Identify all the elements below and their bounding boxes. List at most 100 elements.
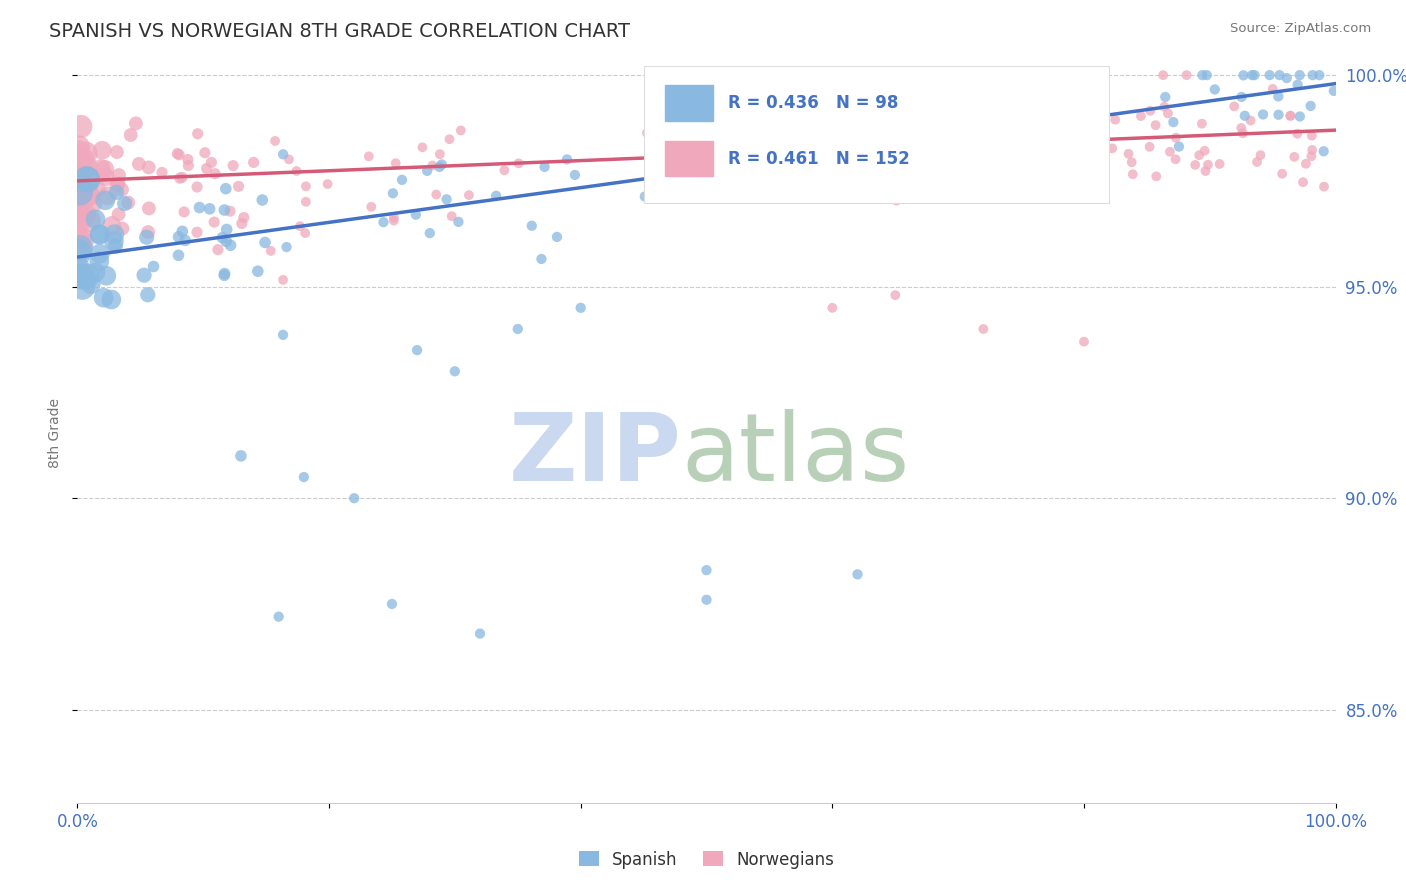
Point <box>1139 103 1161 118</box>
Point <box>111 221 134 235</box>
Point <box>267 609 290 624</box>
Point <box>138 202 160 216</box>
Point <box>1232 68 1254 82</box>
Point <box>214 202 236 217</box>
Point <box>821 301 844 315</box>
Point <box>254 235 277 250</box>
Point <box>710 139 733 153</box>
Point <box>1232 126 1254 140</box>
Point <box>167 148 190 162</box>
Point <box>69 186 91 200</box>
Point <box>295 194 318 209</box>
Point <box>436 192 458 206</box>
Point <box>166 146 188 161</box>
Point <box>198 202 221 216</box>
Point <box>1159 145 1181 159</box>
Point <box>70 235 93 250</box>
Point <box>1279 109 1302 123</box>
Point <box>988 101 1011 115</box>
Point <box>1104 112 1126 127</box>
Point <box>357 149 380 163</box>
Point <box>564 168 586 182</box>
Point <box>1118 146 1140 161</box>
Point <box>1243 68 1265 82</box>
Point <box>384 156 406 170</box>
Point <box>103 227 125 241</box>
Point <box>1168 139 1191 153</box>
Point <box>569 301 592 315</box>
Point <box>494 163 516 178</box>
Point <box>444 364 467 378</box>
Point <box>1144 118 1167 132</box>
Point <box>76 172 98 186</box>
Point <box>114 196 136 211</box>
Point <box>177 153 200 167</box>
Point <box>696 563 718 577</box>
Point <box>972 322 994 336</box>
Point <box>1204 82 1226 96</box>
Text: R = 0.436   N = 98: R = 0.436 N = 98 <box>728 95 898 112</box>
Point <box>70 269 93 284</box>
Point <box>117 195 139 210</box>
Point <box>219 204 242 219</box>
Point <box>105 178 128 192</box>
Point <box>634 189 657 203</box>
Point <box>382 211 405 225</box>
Point <box>228 179 250 194</box>
Point <box>316 177 339 191</box>
Point <box>72 152 94 166</box>
Point <box>66 230 89 244</box>
Text: ZIP: ZIP <box>509 409 682 500</box>
Point <box>508 156 530 170</box>
Point <box>1194 144 1216 158</box>
Point <box>520 219 543 233</box>
Legend: Spanish, Norwegians: Spanish, Norwegians <box>579 850 834 869</box>
Point <box>1239 113 1261 128</box>
Point <box>439 132 461 146</box>
Point <box>1122 167 1144 181</box>
Point <box>1197 158 1219 172</box>
Point <box>1286 127 1309 141</box>
Point <box>101 219 124 233</box>
Point <box>107 207 129 221</box>
Point <box>66 198 89 212</box>
Point <box>132 268 155 283</box>
Point <box>1301 128 1323 143</box>
FancyBboxPatch shape <box>644 66 1109 203</box>
Point <box>1163 115 1185 129</box>
Point <box>66 192 89 206</box>
Point <box>1279 109 1302 123</box>
Point <box>69 153 91 168</box>
Point <box>271 147 294 161</box>
Point <box>105 186 128 200</box>
Point <box>1129 109 1152 123</box>
Point <box>66 218 89 232</box>
Point <box>1154 90 1177 104</box>
Point <box>212 268 235 283</box>
Point <box>998 127 1021 141</box>
Point <box>343 491 366 506</box>
Bar <box>665 141 713 177</box>
Point <box>1251 107 1274 121</box>
Point <box>67 153 90 168</box>
Point <box>84 265 107 279</box>
Point <box>1191 117 1213 131</box>
Point <box>167 230 190 244</box>
Point <box>285 164 308 178</box>
Point <box>381 186 404 201</box>
Bar <box>665 86 713 121</box>
Point <box>411 140 433 154</box>
Text: R = 0.461   N = 152: R = 0.461 N = 152 <box>728 150 910 168</box>
Point <box>458 188 481 202</box>
Point <box>260 244 283 258</box>
Point <box>360 200 382 214</box>
Point <box>84 212 107 227</box>
Point <box>76 187 98 202</box>
Point <box>219 238 242 252</box>
Point <box>186 180 208 194</box>
Point <box>1233 109 1256 123</box>
Point <box>89 246 111 260</box>
Point <box>1164 153 1187 167</box>
Point <box>67 245 90 260</box>
Point <box>108 168 131 182</box>
